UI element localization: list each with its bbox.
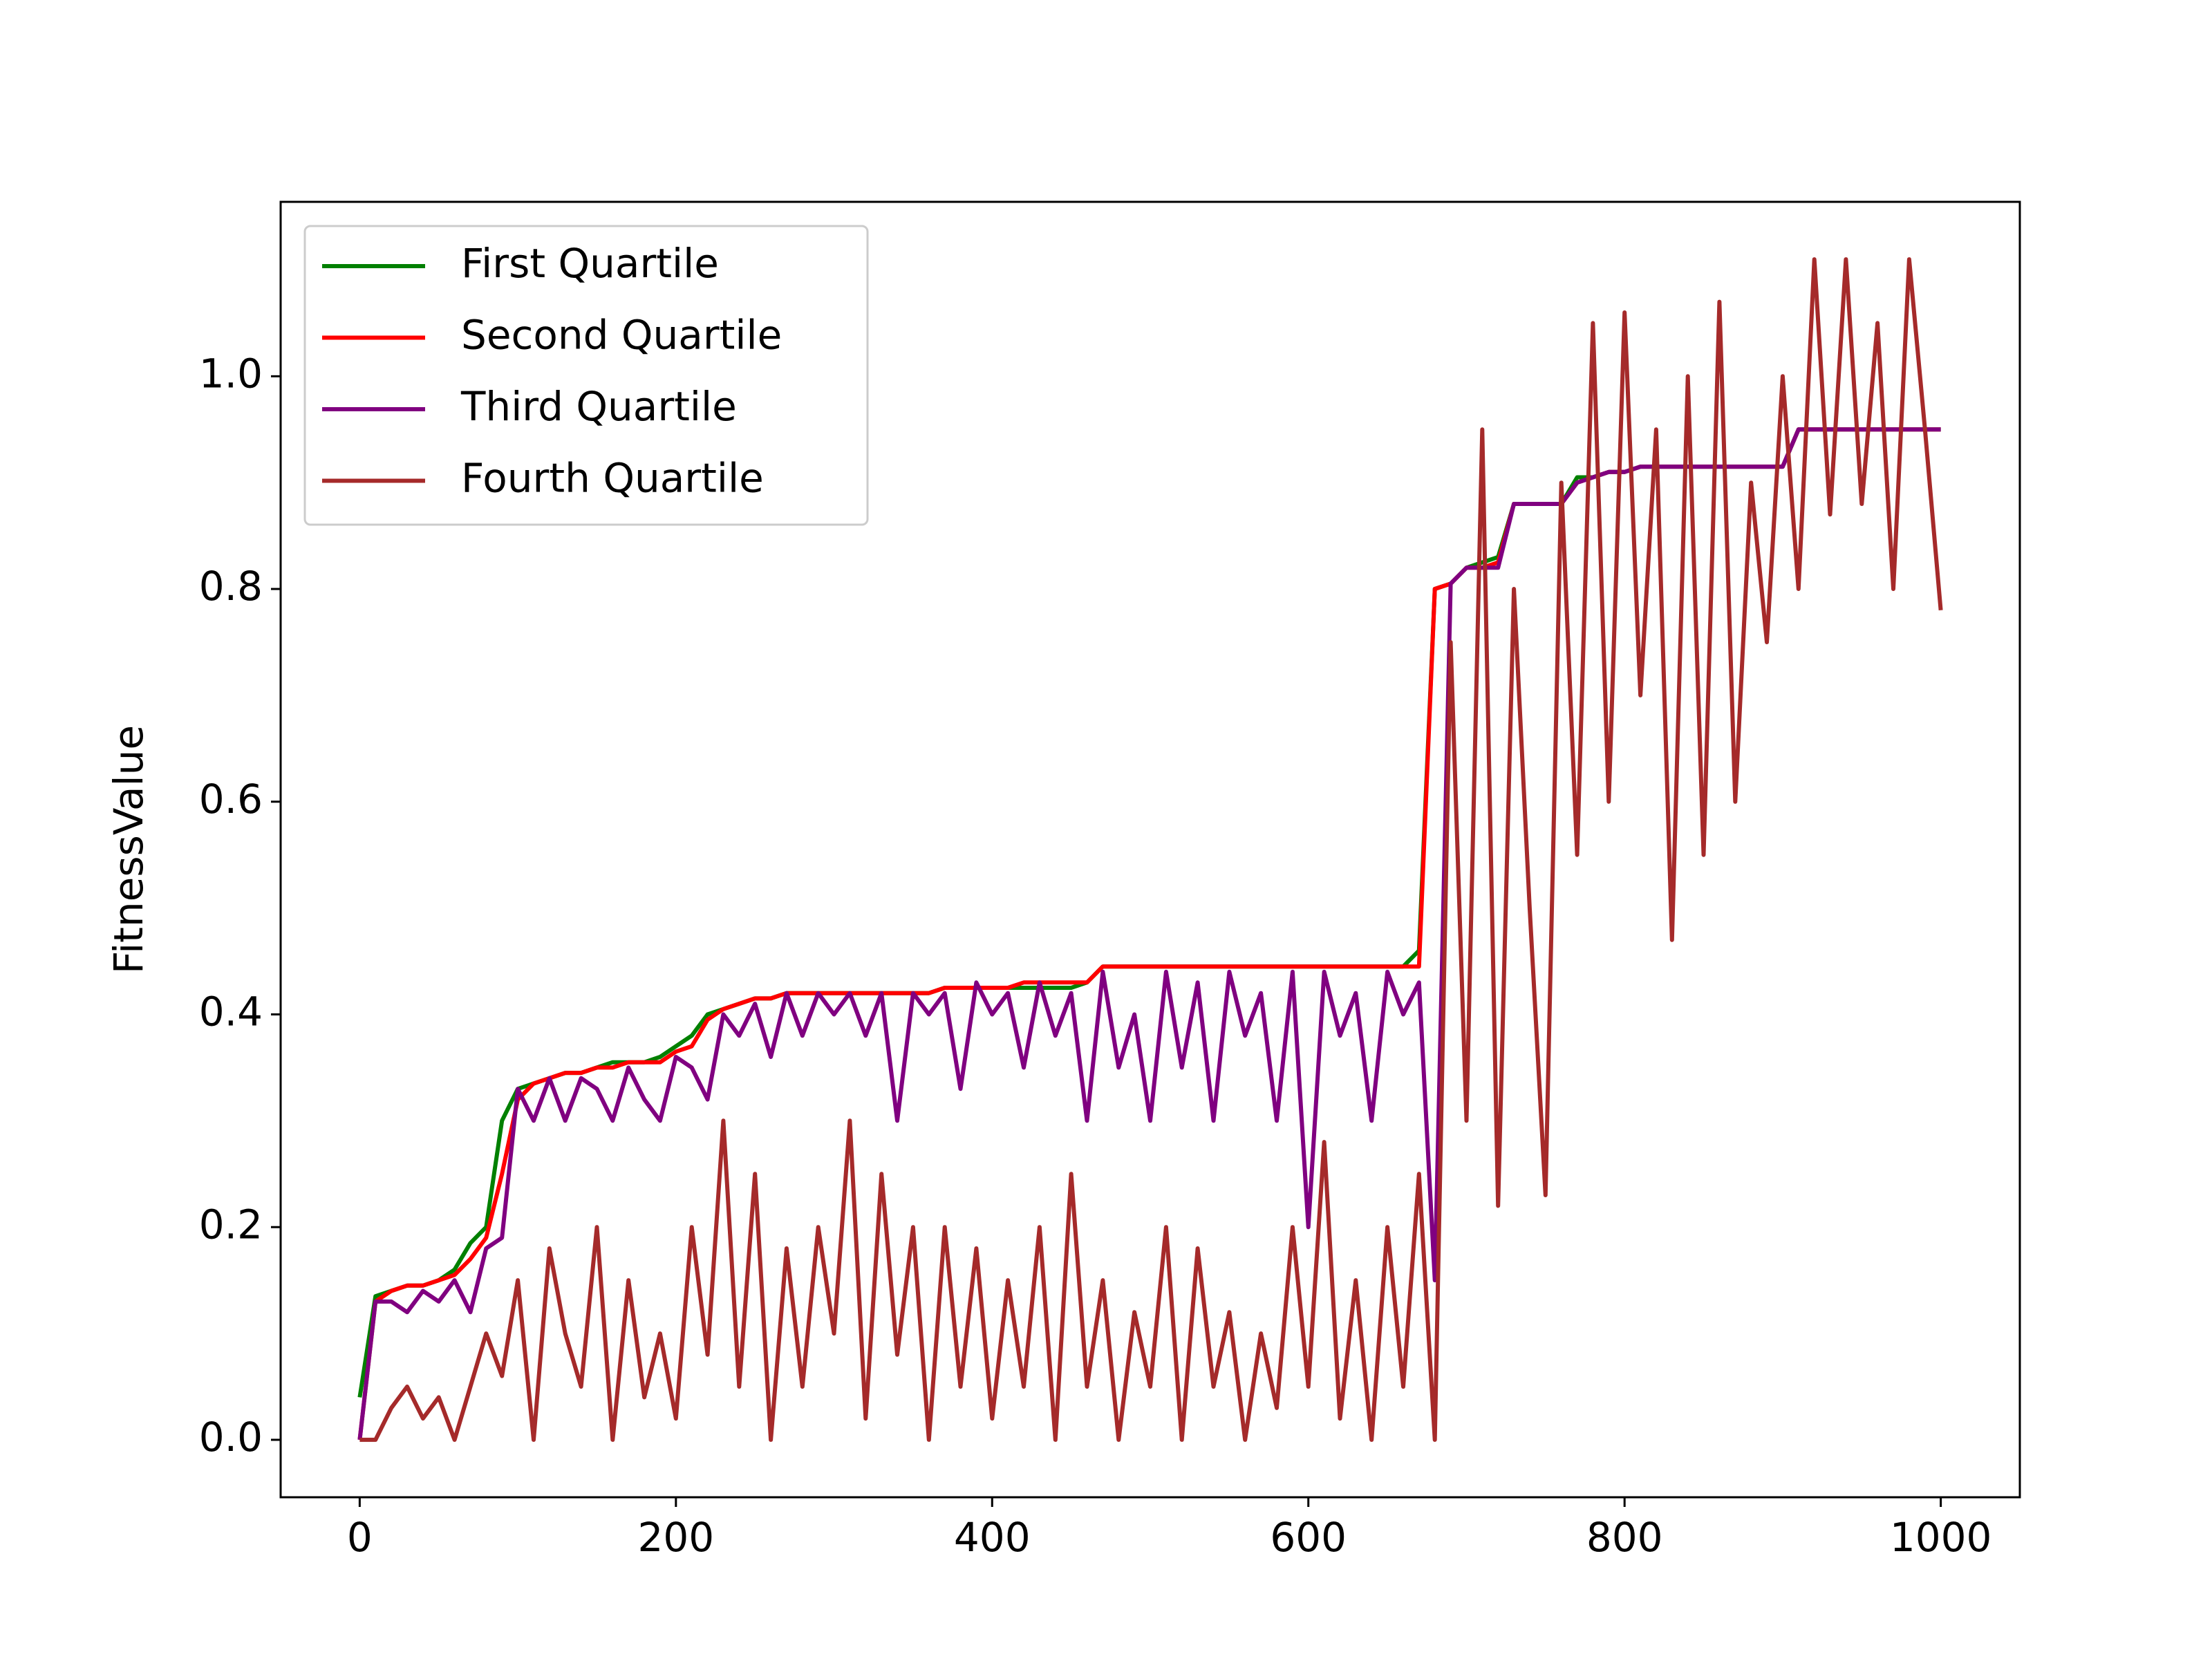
x-tick-label: 0 <box>347 1514 373 1561</box>
y-tick-label: 0.6 <box>199 776 263 823</box>
legend-label: Third Quartile <box>460 383 737 430</box>
x-tick-label: 600 <box>1270 1514 1347 1561</box>
y-tick-label: 1.0 <box>199 350 263 397</box>
legend-label: Second Quartile <box>461 312 782 359</box>
y-tick-label: 0.2 <box>199 1201 263 1248</box>
y-axis-label: FitnessValue <box>105 725 152 974</box>
series-line <box>357 427 1941 1441</box>
series-line <box>359 257 1943 1442</box>
x-tick-label: 200 <box>637 1514 714 1561</box>
x-tick-label: 400 <box>954 1514 1031 1561</box>
series-line <box>357 427 1941 1441</box>
y-tick-label: 0.4 <box>199 988 263 1035</box>
y-tick-label: 0.8 <box>199 563 263 610</box>
x-tick-label: 1000 <box>1890 1514 1992 1561</box>
y-tick-label: 0.0 <box>199 1414 263 1461</box>
legend-label: Fourth Quartile <box>461 455 764 502</box>
legend-label: First Quartile <box>461 240 719 287</box>
x-tick-label: 800 <box>1586 1514 1663 1561</box>
plot-frame <box>279 200 2021 1499</box>
legend-box <box>303 225 869 526</box>
